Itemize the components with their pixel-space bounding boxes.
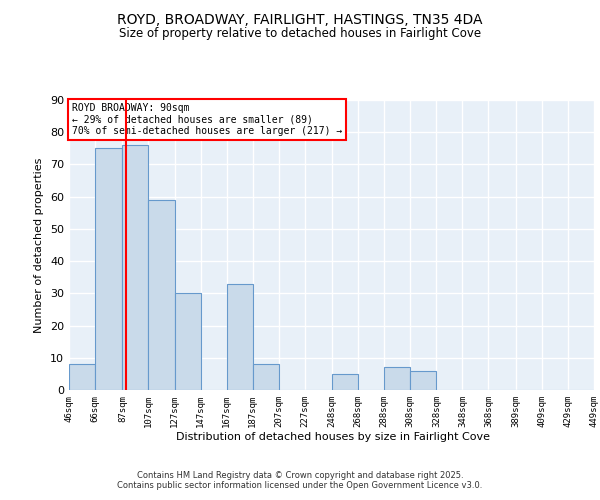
Bar bbox=[122, 145, 148, 390]
Bar bbox=[332, 374, 358, 390]
Bar bbox=[410, 370, 436, 390]
Text: Distribution of detached houses by size in Fairlight Cove: Distribution of detached houses by size … bbox=[176, 432, 490, 442]
Bar bbox=[148, 200, 175, 390]
Bar bbox=[253, 364, 279, 390]
Bar bbox=[227, 284, 253, 390]
Bar bbox=[384, 368, 410, 390]
Bar bbox=[95, 148, 122, 390]
Bar bbox=[175, 294, 200, 390]
Text: ROYD BROADWAY: 90sqm
← 29% of detached houses are smaller (89)
70% of semi-detac: ROYD BROADWAY: 90sqm ← 29% of detached h… bbox=[71, 103, 342, 136]
Text: Size of property relative to detached houses in Fairlight Cove: Size of property relative to detached ho… bbox=[119, 28, 481, 40]
Text: ROYD, BROADWAY, FAIRLIGHT, HASTINGS, TN35 4DA: ROYD, BROADWAY, FAIRLIGHT, HASTINGS, TN3… bbox=[117, 12, 483, 26]
Y-axis label: Number of detached properties: Number of detached properties bbox=[34, 158, 44, 332]
Text: Contains HM Land Registry data © Crown copyright and database right 2025.
Contai: Contains HM Land Registry data © Crown c… bbox=[118, 470, 482, 490]
Bar bbox=[69, 364, 95, 390]
